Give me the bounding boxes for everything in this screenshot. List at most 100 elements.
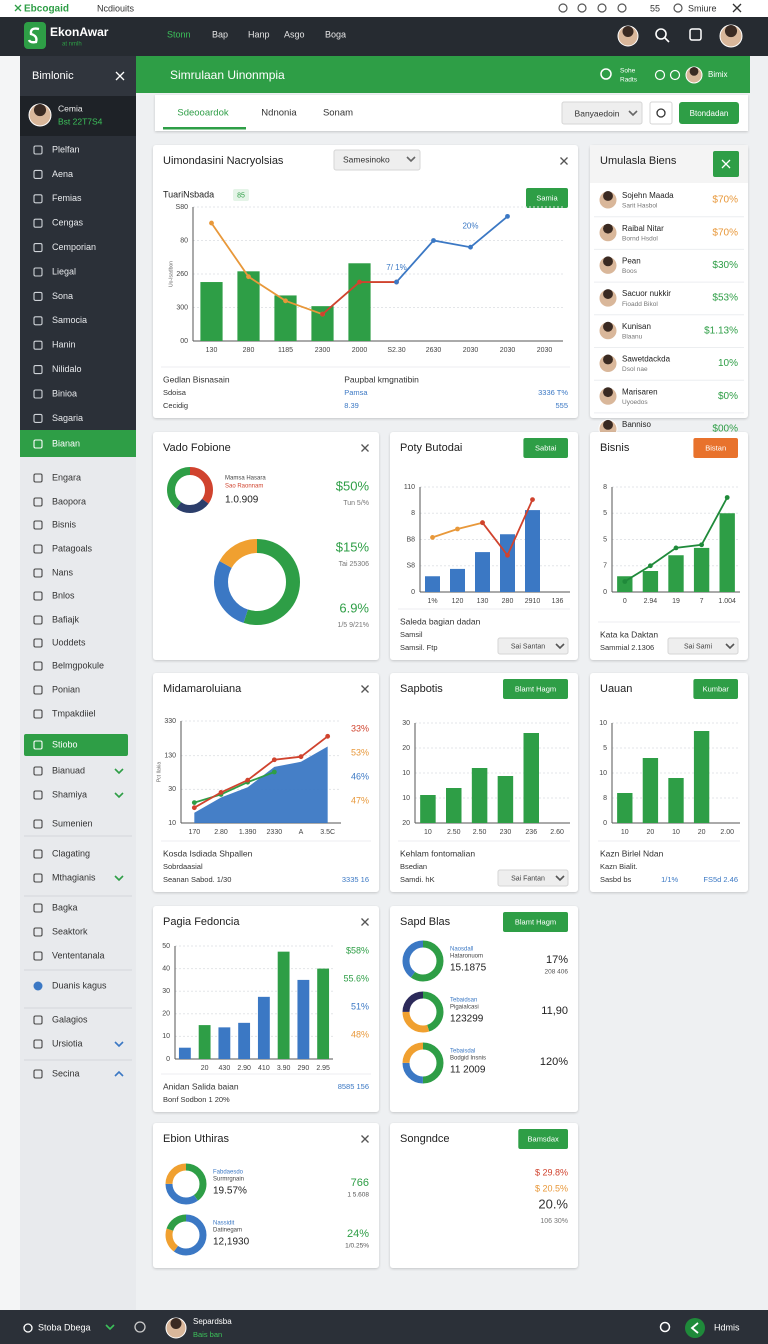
tab[interactable]: Sonam — [323, 108, 353, 119]
sidebar-item[interactable]: Liegal — [52, 266, 76, 276]
nav-item[interactable]: Asgo — [284, 29, 305, 39]
button[interactable] — [518, 1129, 568, 1149]
tab[interactable]: Ndnonia — [261, 108, 297, 119]
close-icon[interactable] — [560, 157, 568, 165]
icon — [33, 439, 43, 449]
x-tick-label: 2.60 — [550, 829, 564, 836]
select[interactable] — [497, 637, 569, 655]
sidebar-item[interactable]: Uoddets — [52, 637, 86, 647]
avatar-hair — [170, 1318, 182, 1329]
card — [153, 1123, 379, 1268]
icon-button[interactable] — [649, 101, 673, 125]
bar — [218, 1027, 231, 1059]
sidebar-item[interactable]: Galagios — [52, 1014, 88, 1024]
footer-text: Cecidig — [163, 401, 188, 410]
button[interactable] — [679, 102, 739, 124]
bar — [297, 979, 310, 1059]
sidebar-item[interactable]: Mthagianis — [52, 872, 96, 882]
select[interactable] — [561, 101, 643, 125]
sidebar-item[interactable]: Cemporian — [52, 242, 96, 252]
icon — [33, 169, 43, 179]
close-icon[interactable] — [361, 444, 369, 452]
close-icon[interactable] — [361, 1135, 369, 1143]
notify-icon[interactable] — [689, 28, 702, 41]
button[interactable] — [523, 438, 568, 458]
select[interactable] — [333, 149, 421, 171]
sidebar-item[interactable]: Tmpakdiiel — [52, 708, 96, 718]
sidebar-item[interactable]: Sumenien — [52, 818, 93, 828]
sidebar-item[interactable]: Secina — [52, 1068, 80, 1078]
sidebar-item[interactable]: Bnlos — [52, 590, 75, 600]
sidebar-item[interactable]: Bafiajk — [52, 614, 80, 624]
x-tick-label: 410 — [258, 1065, 270, 1072]
sidebar-item[interactable]: Binioa — [52, 388, 77, 398]
y-tick-label: 20 — [402, 820, 410, 827]
icon — [33, 340, 43, 350]
sidebar-item[interactable]: Ursiotia — [52, 1038, 83, 1048]
close-icon[interactable] — [361, 685, 369, 693]
tab[interactable]: Sdeooardok — [177, 108, 228, 119]
sidebar-item[interactable]: Femias — [52, 193, 82, 203]
sidebar-item[interactable]: Samocia — [52, 315, 87, 325]
close-icon[interactable] — [14, 4, 22, 12]
y-tick-label: 8 — [603, 795, 607, 802]
sidebar-item[interactable]: Vententanala — [52, 950, 105, 960]
footer-text: Samsil — [400, 630, 423, 639]
sidebar-item[interactable]: Seaktork — [52, 926, 88, 936]
card — [390, 1123, 578, 1268]
icon — [33, 544, 43, 554]
select[interactable] — [497, 869, 569, 887]
sidebar-item[interactable]: Stiobo — [52, 739, 78, 749]
sidebar-item[interactable]: Aena — [52, 169, 73, 179]
sidebar-item[interactable]: Sona — [52, 291, 73, 301]
label: Pean — [622, 257, 641, 266]
nav-item[interactable]: Hanp — [248, 29, 270, 39]
button[interactable] — [503, 912, 568, 932]
chevron-icon — [725, 643, 735, 650]
label: $53% — [712, 293, 738, 304]
avatar-hair — [603, 419, 613, 430]
close-icon[interactable] — [361, 918, 369, 926]
sidebar-item[interactable]: Nans — [52, 567, 74, 577]
close-icon[interactable] — [732, 3, 742, 13]
sidebar-item[interactable]: Bianuad — [52, 765, 85, 775]
side-value: 53% — [351, 747, 369, 757]
sidebar-item[interactable]: Bianan — [52, 438, 80, 448]
sidebar-item[interactable]: Bagka — [52, 902, 78, 912]
sidebar-item[interactable]: Baopora — [52, 496, 86, 506]
sidebar-item[interactable]: Hanin — [52, 340, 76, 350]
sidebar-item[interactable]: Belmgpokule — [52, 660, 104, 670]
select[interactable] — [667, 637, 739, 655]
sidebar-item[interactable]: Ponian — [52, 684, 80, 694]
bar — [668, 555, 684, 592]
close-icon[interactable] — [721, 159, 731, 169]
sidebar-item[interactable]: Clagating — [52, 848, 90, 858]
side-value: 46% — [351, 771, 369, 781]
x-tick-label: 2.90 — [237, 1065, 251, 1072]
sidebar-item[interactable]: Cengas — [52, 218, 84, 228]
sidebar-item[interactable]: Patagoals — [52, 543, 93, 553]
donut-segment — [402, 991, 444, 1033]
button[interactable] — [503, 679, 568, 699]
label: Bst 22T7S4 — [58, 116, 103, 126]
x-tick-label: 2.95 — [316, 1065, 330, 1072]
nav-item[interactable]: Stonn — [167, 29, 191, 39]
label: 120% — [540, 1056, 568, 1068]
sidebar-item[interactable]: Duanis kagus — [52, 980, 107, 990]
search-icon[interactable] — [655, 28, 667, 40]
close-icon[interactable] — [115, 71, 125, 81]
nav-item[interactable]: Bap — [212, 29, 228, 39]
sidebar-item[interactable]: Sagaria — [52, 413, 83, 423]
nav-item[interactable]: Boga — [325, 29, 346, 39]
search-icon[interactable] — [659, 1321, 671, 1333]
sidebar-item[interactable]: Bisnis — [52, 519, 77, 529]
button[interactable] — [693, 679, 738, 699]
sidebar-item[interactable]: Engara — [52, 472, 81, 482]
sidebar-item[interactable]: Plelfan — [52, 144, 80, 154]
button[interactable] — [693, 438, 738, 458]
sidebar-item[interactable]: Shamiya — [52, 789, 87, 799]
sidebar-item[interactable]: Nilidalo — [52, 364, 82, 374]
line-point — [724, 495, 730, 500]
action-button[interactable] — [685, 1318, 705, 1338]
button[interactable] — [526, 188, 568, 208]
